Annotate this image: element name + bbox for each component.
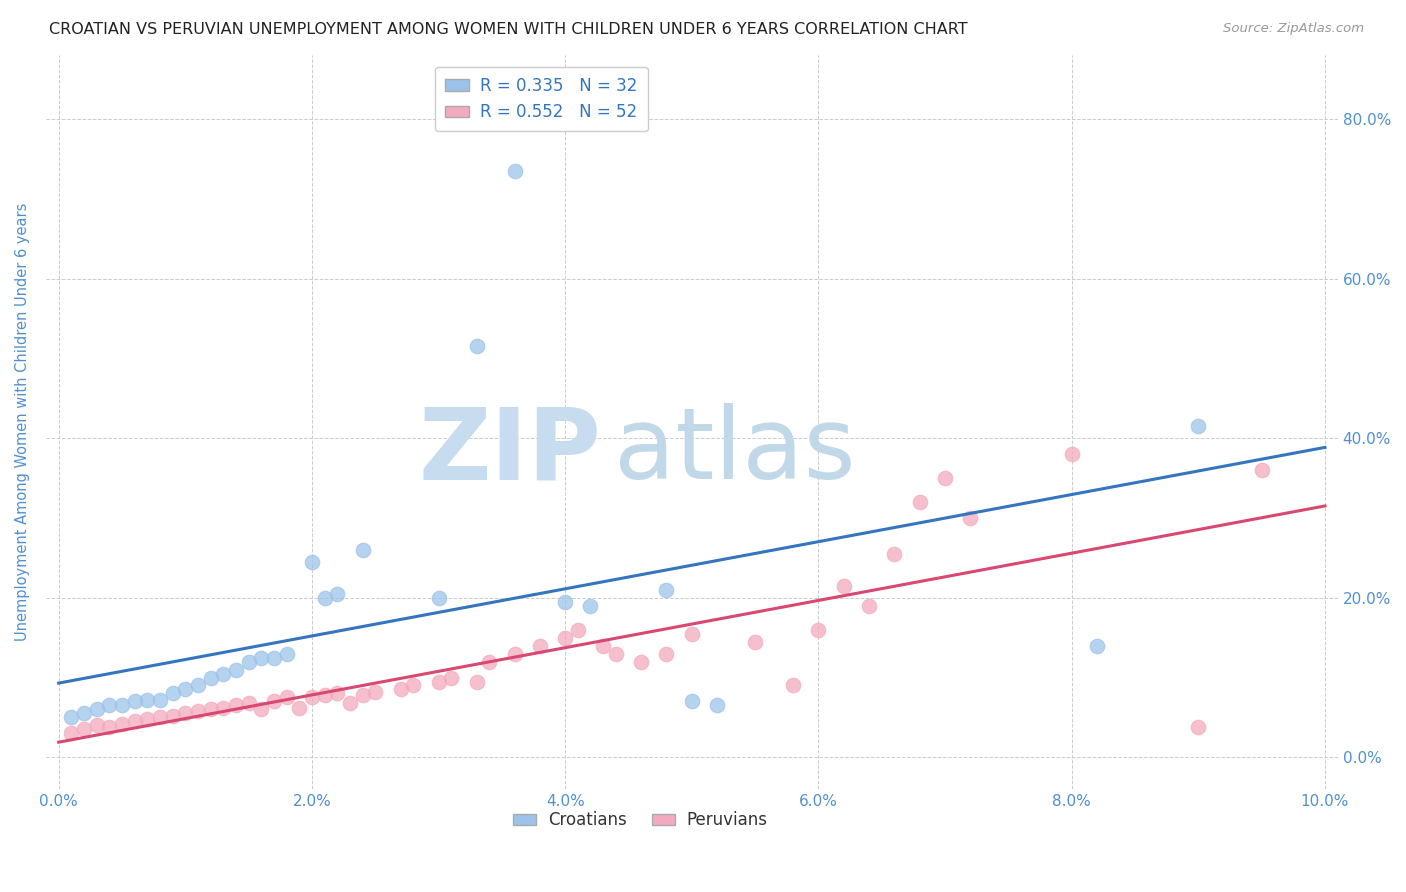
Point xyxy=(86,718,108,732)
Point xyxy=(858,599,880,613)
Point xyxy=(908,495,931,509)
Point xyxy=(427,674,450,689)
Point xyxy=(212,701,235,715)
Point xyxy=(301,690,323,705)
Point xyxy=(326,587,349,601)
Text: atlas: atlas xyxy=(614,403,856,500)
Point xyxy=(124,694,146,708)
Point xyxy=(263,694,285,708)
Point xyxy=(554,631,576,645)
Point xyxy=(427,591,450,605)
Point xyxy=(238,655,260,669)
Point xyxy=(136,693,159,707)
Point xyxy=(339,696,361,710)
Point xyxy=(276,647,298,661)
Point xyxy=(124,714,146,729)
Point xyxy=(98,698,121,713)
Point xyxy=(111,716,134,731)
Point xyxy=(465,339,488,353)
Point xyxy=(162,708,184,723)
Point xyxy=(1187,720,1209,734)
Point xyxy=(73,706,96,721)
Point xyxy=(554,595,576,609)
Point xyxy=(465,674,488,689)
Point xyxy=(314,688,336,702)
Point xyxy=(605,647,627,661)
Point xyxy=(212,666,235,681)
Point xyxy=(98,720,121,734)
Point xyxy=(440,671,463,685)
Point xyxy=(187,678,209,692)
Point xyxy=(314,591,336,605)
Point xyxy=(1187,419,1209,434)
Point xyxy=(238,696,260,710)
Point xyxy=(706,698,728,713)
Point xyxy=(60,710,83,724)
Point xyxy=(276,690,298,705)
Point xyxy=(681,694,703,708)
Point xyxy=(250,702,273,716)
Text: Source: ZipAtlas.com: Source: ZipAtlas.com xyxy=(1223,22,1364,36)
Point xyxy=(326,686,349,700)
Point xyxy=(200,671,222,685)
Point xyxy=(301,555,323,569)
Point xyxy=(263,650,285,665)
Point xyxy=(681,626,703,640)
Point xyxy=(288,701,311,715)
Point xyxy=(162,686,184,700)
Point xyxy=(149,710,172,724)
Point xyxy=(136,712,159,726)
Point xyxy=(832,579,855,593)
Point xyxy=(655,582,678,597)
Point xyxy=(1250,463,1272,477)
Point xyxy=(655,647,678,661)
Point xyxy=(352,688,374,702)
Point xyxy=(174,682,197,697)
Point xyxy=(250,650,273,665)
Point xyxy=(807,623,830,637)
Point xyxy=(1060,447,1083,461)
Point xyxy=(503,164,526,178)
Text: ZIP: ZIP xyxy=(419,403,602,500)
Point xyxy=(782,678,804,692)
Point xyxy=(225,663,247,677)
Point xyxy=(478,655,501,669)
Point xyxy=(744,634,766,648)
Point xyxy=(200,702,222,716)
Point xyxy=(187,704,209,718)
Y-axis label: Unemployment Among Women with Children Under 6 years: Unemployment Among Women with Children U… xyxy=(15,203,30,641)
Point xyxy=(579,599,602,613)
Point xyxy=(402,678,425,692)
Point xyxy=(60,726,83,740)
Point xyxy=(883,547,905,561)
Point xyxy=(1085,639,1108,653)
Point xyxy=(934,471,956,485)
Point xyxy=(389,682,412,697)
Point xyxy=(567,623,589,637)
Point xyxy=(503,647,526,661)
Point xyxy=(174,706,197,721)
Point xyxy=(149,693,172,707)
Point xyxy=(86,702,108,716)
Point xyxy=(529,639,551,653)
Point xyxy=(352,542,374,557)
Point xyxy=(225,698,247,713)
Point xyxy=(630,655,652,669)
Legend: Croatians, Peruvians: Croatians, Peruvians xyxy=(506,805,775,836)
Text: CROATIAN VS PERUVIAN UNEMPLOYMENT AMONG WOMEN WITH CHILDREN UNDER 6 YEARS CORREL: CROATIAN VS PERUVIAN UNEMPLOYMENT AMONG … xyxy=(49,22,967,37)
Point xyxy=(959,511,981,525)
Point xyxy=(111,698,134,713)
Point xyxy=(364,685,387,699)
Point xyxy=(592,639,614,653)
Point xyxy=(73,723,96,737)
